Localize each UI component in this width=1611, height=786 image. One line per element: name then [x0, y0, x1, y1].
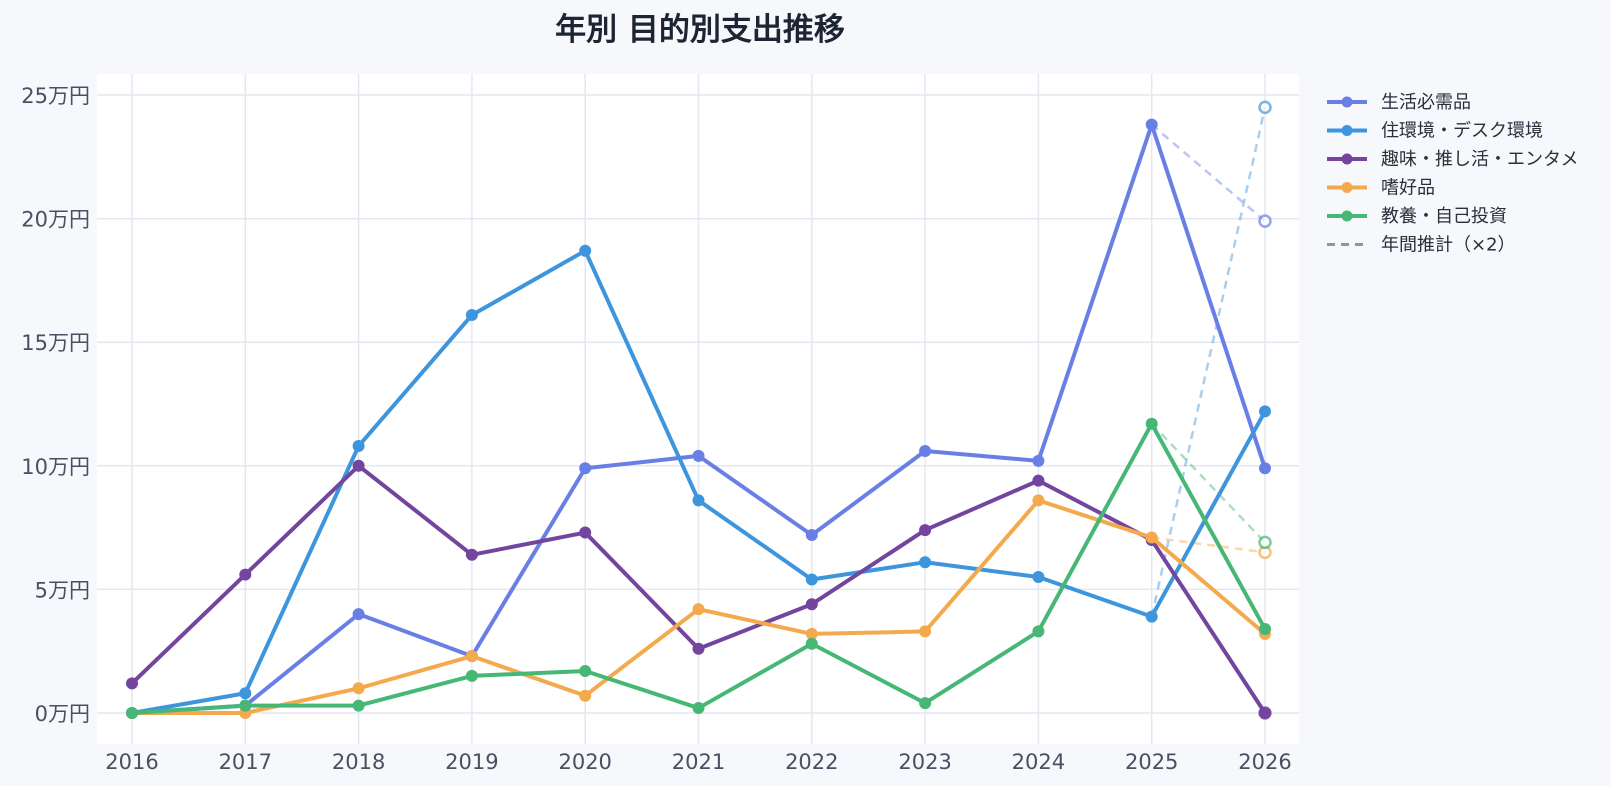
data-point[interactable] [1032, 474, 1045, 487]
x-tick-label: 2025 [1125, 750, 1178, 774]
series [126, 417, 1271, 719]
data-point[interactable] [352, 682, 365, 695]
data-point[interactable] [805, 637, 818, 650]
x-tick-label: 2026 [1238, 750, 1291, 774]
x-tick-label: 2022 [785, 750, 838, 774]
projection-point[interactable] [1258, 535, 1272, 550]
y-tick-label: 0万円 [35, 702, 90, 726]
chart-title: 年別 目的別支出推移 [555, 12, 845, 48]
projection-line [1150, 107, 1267, 617]
data-point[interactable] [126, 707, 138, 719]
x-tick-label: 2024 [1012, 750, 1065, 774]
data-point[interactable] [692, 494, 705, 507]
legend-marker [1341, 182, 1353, 193]
legend-item[interactable]: 生活必需品 [1327, 92, 1471, 113]
data-point[interactable] [919, 524, 932, 537]
x-tick-label: 2019 [445, 750, 498, 774]
data-point[interactable] [1259, 405, 1271, 418]
legend-item[interactable]: 住環境・デスク環境 [1327, 121, 1543, 142]
data-point[interactable] [579, 244, 592, 257]
series [126, 244, 1271, 719]
legend-marker [1341, 96, 1353, 108]
data-point[interactable] [919, 697, 932, 710]
data-point[interactable] [692, 642, 705, 655]
data-point[interactable] [805, 598, 818, 611]
data-point[interactable] [465, 650, 478, 663]
legend-item[interactable]: 教養・自己投資 [1327, 206, 1507, 227]
data-point[interactable] [1032, 494, 1045, 507]
data-point[interactable] [1259, 622, 1271, 635]
data-point[interactable] [579, 664, 592, 677]
data-point[interactable] [352, 459, 365, 472]
x-tick-label: 2017 [219, 750, 272, 774]
data-point[interactable] [919, 625, 932, 638]
data-point[interactable] [352, 608, 365, 621]
y-tick-label: 10万円 [21, 455, 90, 479]
data-point[interactable] [465, 548, 478, 561]
legend-label: 趣味・推し活・エンタメ [1381, 149, 1578, 170]
data-point[interactable] [1145, 417, 1158, 430]
legend-item[interactable]: 年間推計（×2） [1327, 235, 1516, 256]
data-point[interactable] [692, 449, 705, 462]
legend[interactable]: 生活必需品住環境・デスク環境趣味・推し活・エンタメ嗜好品教養・自己投資年間推計（… [1327, 92, 1578, 256]
data-point[interactable] [579, 689, 592, 702]
data-point[interactable] [692, 702, 705, 715]
data-point[interactable] [1145, 118, 1158, 131]
data-point[interactable] [126, 677, 138, 690]
legend-label: 生活必需品 [1381, 92, 1471, 113]
legend-item[interactable]: 嗜好品 [1327, 178, 1435, 199]
y-tick-label: 25万円 [21, 84, 90, 108]
data-point[interactable] [239, 568, 252, 581]
legend-label: 嗜好品 [1381, 178, 1435, 199]
data-point[interactable] [805, 627, 818, 640]
projection-line [1151, 536, 1266, 554]
y-tick-label: 5万円 [35, 578, 90, 602]
legend-marker [1341, 210, 1353, 222]
series [126, 459, 1271, 719]
series-lines [126, 118, 1271, 719]
data-point[interactable] [919, 556, 932, 569]
y-axis: 0万円 5万円 10万円 15万円 20万円 25万円 [21, 84, 90, 726]
legend-marker [1341, 153, 1353, 165]
projection-line [1150, 123, 1266, 223]
legend-label: 年間推計（×2） [1381, 235, 1516, 256]
data-point[interactable] [352, 699, 365, 712]
data-point[interactable] [805, 529, 818, 542]
x-tick-label: 2016 [105, 750, 158, 774]
projection-point[interactable] [1258, 214, 1272, 228]
data-point[interactable] [579, 462, 592, 475]
data-point[interactable] [1259, 462, 1271, 475]
data-point[interactable] [465, 669, 478, 682]
data-point[interactable] [692, 603, 705, 616]
data-point[interactable] [352, 440, 365, 453]
legend-marker [1341, 125, 1353, 136]
x-tick-label: 2023 [898, 750, 951, 774]
x-tick-label: 2018 [332, 750, 385, 774]
data-point[interactable] [919, 444, 932, 457]
data-point[interactable] [1032, 625, 1045, 638]
projection-point[interactable] [1258, 100, 1272, 115]
legend-item[interactable]: 趣味・推し活・エンタメ [1327, 149, 1578, 170]
y-tick-label: 15万円 [21, 331, 90, 355]
data-point[interactable] [239, 687, 252, 700]
data-point[interactable] [1032, 454, 1045, 467]
data-point[interactable] [1032, 571, 1045, 584]
y-tick-label: 20万円 [21, 208, 90, 232]
data-point[interactable] [1145, 531, 1158, 544]
x-tick-label: 2020 [558, 750, 611, 774]
data-point[interactable] [579, 526, 592, 539]
legend-label: 教養・自己投資 [1381, 206, 1507, 227]
data-point[interactable] [805, 573, 818, 586]
data-point[interactable] [1145, 610, 1158, 623]
data-point[interactable] [465, 309, 478, 322]
legend-label: 住環境・デスク環境 [1381, 121, 1543, 142]
x-axis: 2016 2017 2018 2019 2020 2021 2022 2023 2024 2025… [105, 750, 1291, 774]
x-tick-label: 2021 [672, 750, 725, 774]
data-point[interactable] [1259, 707, 1271, 719]
data-point[interactable] [239, 699, 252, 712]
